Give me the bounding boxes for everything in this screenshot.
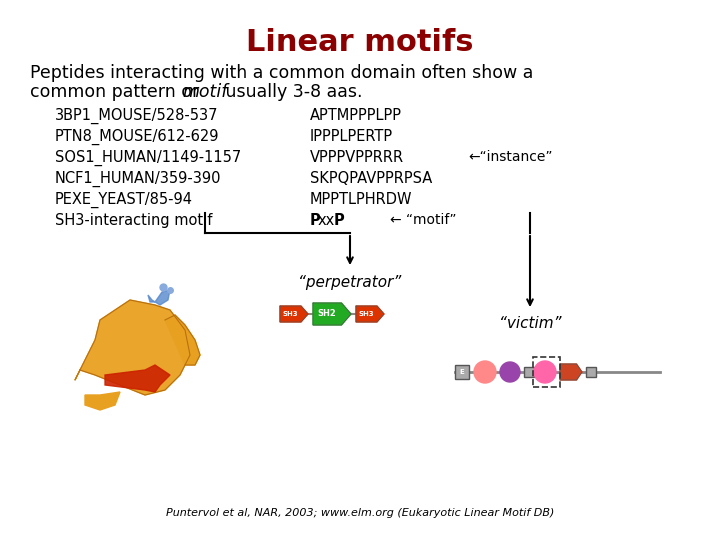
Polygon shape bbox=[105, 365, 170, 392]
Text: Linear motifs: Linear motifs bbox=[246, 28, 474, 57]
Polygon shape bbox=[560, 364, 582, 380]
Polygon shape bbox=[85, 392, 120, 410]
Text: E: E bbox=[459, 369, 464, 375]
Text: motif: motif bbox=[182, 83, 228, 101]
Text: PEXE_YEAST/85-94: PEXE_YEAST/85-94 bbox=[55, 192, 193, 208]
Text: SH2: SH2 bbox=[318, 309, 337, 319]
Polygon shape bbox=[75, 300, 190, 395]
FancyBboxPatch shape bbox=[524, 367, 534, 377]
Text: usually 3-8 aas.: usually 3-8 aas. bbox=[220, 83, 362, 101]
Polygon shape bbox=[313, 303, 351, 325]
FancyBboxPatch shape bbox=[455, 365, 469, 379]
FancyBboxPatch shape bbox=[586, 367, 596, 377]
Text: “perpetrator”: “perpetrator” bbox=[298, 275, 402, 290]
Polygon shape bbox=[148, 290, 170, 305]
Polygon shape bbox=[356, 306, 384, 322]
Polygon shape bbox=[165, 315, 200, 365]
Text: VPPPVPPRRR: VPPPVPPRRR bbox=[310, 150, 404, 165]
Text: ← “motif”: ← “motif” bbox=[390, 213, 456, 227]
Circle shape bbox=[534, 361, 556, 383]
Text: SOS1_HUMAN/1149-1157: SOS1_HUMAN/1149-1157 bbox=[55, 150, 241, 166]
Text: P: P bbox=[334, 213, 345, 228]
Text: ←“instance”: ←“instance” bbox=[468, 150, 552, 164]
Text: Puntervol et al, NAR, 2003; www.elm.org (Eukaryotic Linear Motif DB): Puntervol et al, NAR, 2003; www.elm.org … bbox=[166, 508, 554, 518]
Text: SH3-interacting motif: SH3-interacting motif bbox=[55, 213, 212, 228]
Text: xx: xx bbox=[318, 213, 336, 228]
Text: “victim”: “victim” bbox=[499, 316, 562, 331]
Text: MPPTLPHRDW: MPPTLPHRDW bbox=[310, 192, 413, 207]
Text: PTN8_MOUSE/612-629: PTN8_MOUSE/612-629 bbox=[55, 129, 220, 145]
Text: SH3: SH3 bbox=[283, 311, 298, 317]
Text: common pattern or: common pattern or bbox=[30, 83, 204, 101]
Bar bbox=[533, 357, 560, 387]
Text: P: P bbox=[310, 213, 320, 228]
Text: IPPPLPERTP: IPPPLPERTP bbox=[310, 129, 393, 144]
Text: SH3: SH3 bbox=[359, 311, 374, 317]
Text: 3BP1_MOUSE/528-537: 3BP1_MOUSE/528-537 bbox=[55, 108, 218, 124]
Text: Peptides interacting with a common domain often show a: Peptides interacting with a common domai… bbox=[30, 64, 534, 82]
Text: NCF1_HUMAN/359-390: NCF1_HUMAN/359-390 bbox=[55, 171, 222, 187]
Polygon shape bbox=[280, 306, 308, 322]
Circle shape bbox=[500, 362, 520, 382]
Circle shape bbox=[474, 361, 496, 383]
Text: SKPQPAVPPRPSA: SKPQPAVPPRPSA bbox=[310, 171, 432, 186]
Text: APTMPPPLPP: APTMPPPLPP bbox=[310, 108, 402, 123]
